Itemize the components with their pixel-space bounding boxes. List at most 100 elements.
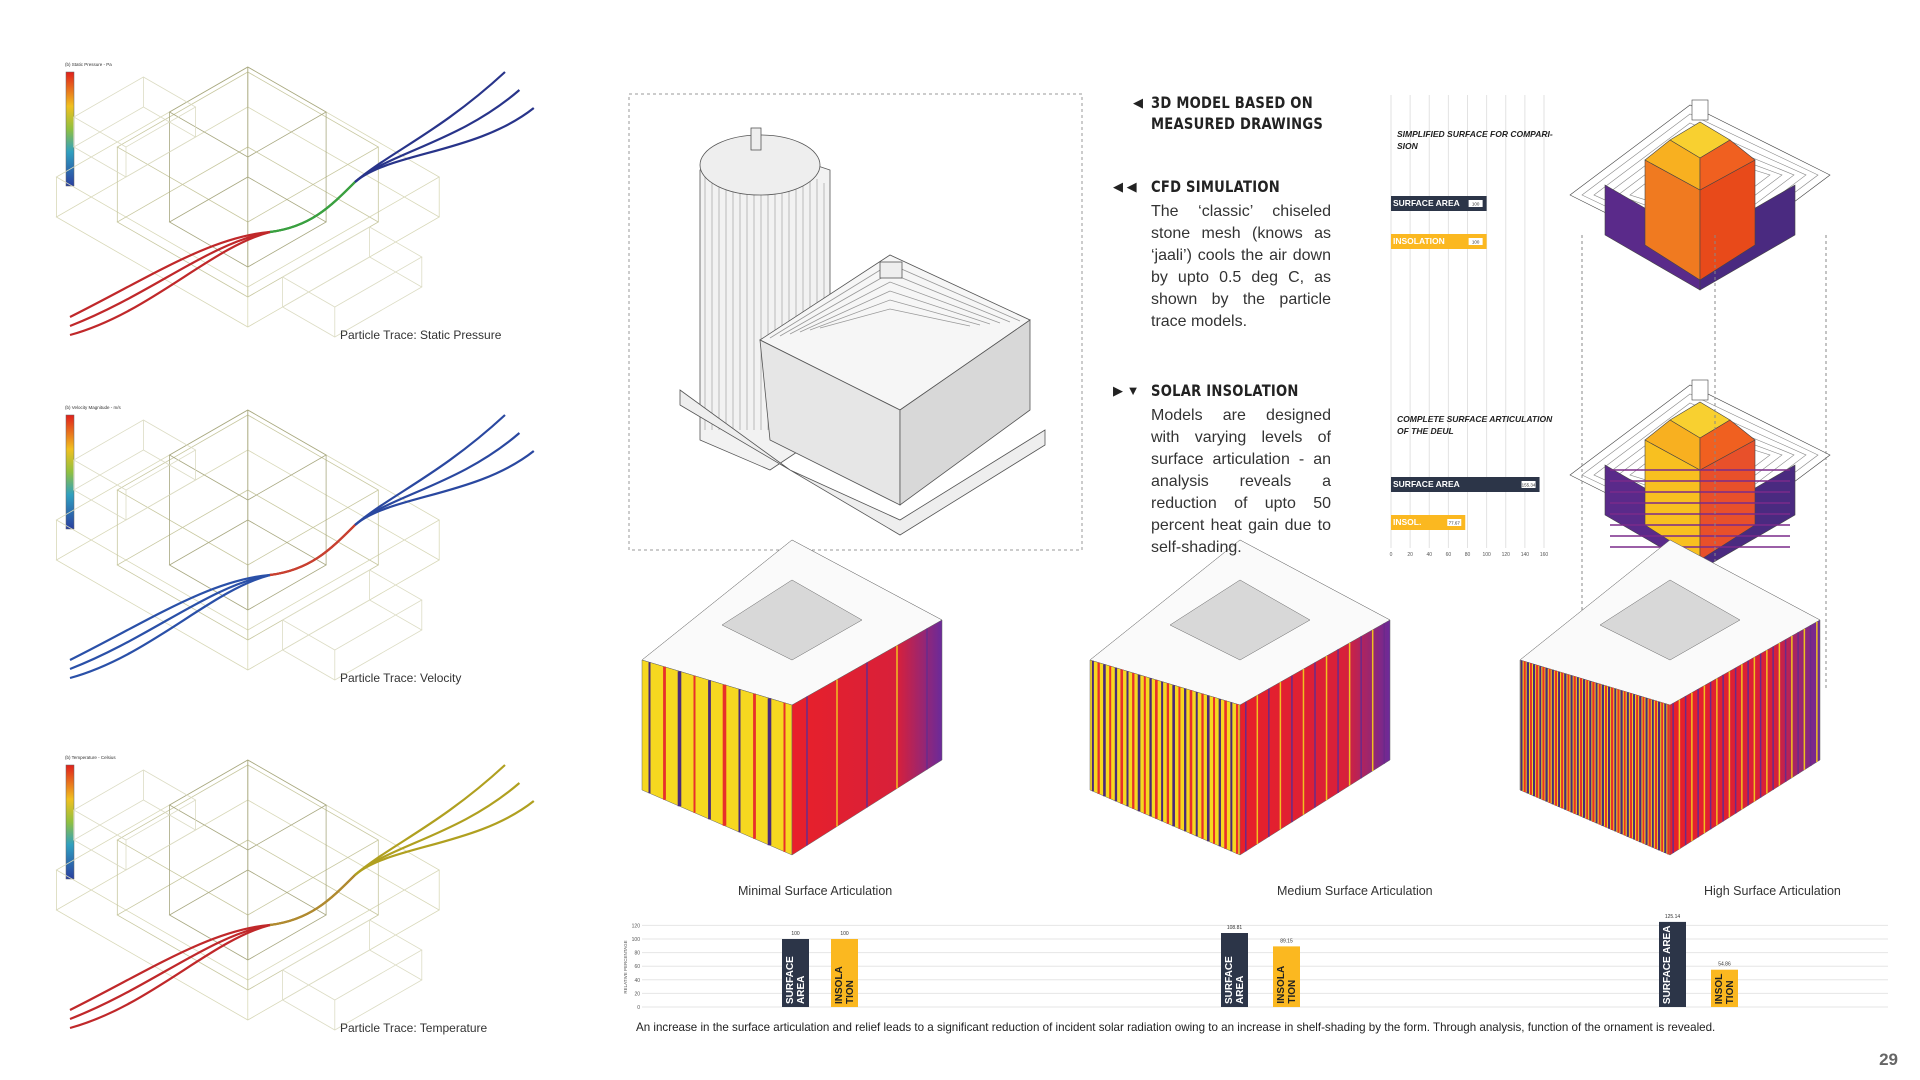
footer: An increase in the surface articulation … [636,1021,1716,1034]
value-label: 77.67 [1449,521,1461,526]
bar [1273,946,1300,1007]
articulation-model [641,539,943,856]
bar [1221,933,1248,1007]
value-label: 100 [1472,202,1480,207]
bar-label: INSOL. [1393,517,1421,527]
tick-label: 0 [637,1005,640,1011]
bar-label: SURFACE AREA [1393,479,1460,489]
bar-label: INSOLA TION [834,966,856,1004]
note-arrow: ◀ [1133,95,1143,110]
value-box [1468,238,1483,245]
value-label: 125.14 [1665,914,1681,920]
bar-label: SURFACE AREA [1224,956,1246,1004]
legend-title: (b) Static Pressure - Pa [65,62,112,67]
air-trace [354,71,506,183]
air-trace [269,181,356,234]
courtyard [721,579,863,661]
note-heading: 3D MODEL BASED ON MEASURED DRAWINGS [1151,93,1324,133]
roof-step [789,281,1001,335]
air-trace [354,107,535,183]
bar [782,939,809,1007]
bar [1391,234,1487,249]
finial [1691,379,1709,401]
roof-step [809,299,981,331]
air-trace [69,923,271,1021]
air-trace [69,573,271,680]
value-box [1447,519,1462,526]
tick-label: 80 [634,951,640,957]
shrine-slope-r [1699,419,1756,471]
air-trace [69,923,271,1030]
articulation-model [1089,539,1391,856]
air-trace [269,181,356,234]
value-label: 100 [840,931,849,937]
bar-label: INSOLATION [1393,236,1445,246]
air-trace [69,230,271,337]
air-trace [69,573,271,661]
note-body: The ‘classic’ chiseled stone mesh (knows… [1151,203,1331,330]
page-number: 29 [1879,1050,1898,1069]
roof-step [819,308,971,329]
tick-label: 20 [1407,552,1413,558]
bar-label: SURFACE AREA [1662,925,1673,1004]
temple-render [1569,99,1831,291]
air-trace [269,874,356,927]
bar [1711,969,1738,1007]
particle-trace: (b) Static Pressure - Pa [55,62,535,338]
model-caption: High Surface Articulation [1704,884,1841,898]
bar [1391,515,1466,530]
comparison-title: SIMPLIFIED SURFACE FOR COMPARI-SION [1397,129,1553,151]
value-label: 100 [1472,240,1480,245]
tick-label: 100 [632,937,641,943]
tick-label: 100 [1482,552,1491,558]
tick-label: 40 [1426,552,1432,558]
value-label: 100 [791,931,800,937]
particle-trace: (b) Velocity Magnitude - m/s [55,405,535,681]
particle-trace: (b) Temperature - Celsius [55,755,535,1031]
legend-title: (b) Velocity Magnitude - m/s [65,405,122,410]
tick-label: 60 [1446,552,1452,558]
courtyard [1599,579,1741,661]
air-trace [269,181,356,234]
tick-label: 120 [1502,552,1511,558]
courtyard [1169,579,1311,661]
air-trace [354,800,535,876]
temple-render [1569,379,1831,571]
tick-label: 140 [1521,552,1530,558]
bar [1391,196,1487,211]
tick-label: 20 [634,991,640,997]
bar-label: INSOLA TION [1276,966,1298,1004]
face-right [1669,619,1821,856]
trace-caption: Particle Trace: Static Pressure [340,328,502,342]
air-trace [69,923,271,1011]
tick-label: 120 [632,923,641,929]
bar [1659,921,1686,1007]
plinth [679,389,1046,536]
axis-label: RELATIVE PERCENTAGE [623,940,628,993]
trace-caption: Particle Trace: Velocity [340,671,462,685]
roof-step [799,290,991,333]
tick-label: 160 [1540,552,1549,558]
hall-right [899,319,1031,506]
air-trace [354,764,506,876]
model-caption: Medium Surface Articulation [1277,884,1433,898]
value-label: 54.86 [1718,962,1731,968]
temple-model [679,127,1046,536]
model-caption: Minimal Surface Articulation [738,884,893,898]
air-trace [269,524,356,577]
articulation-model [1519,539,1821,856]
tick-label: 60 [634,964,640,970]
shrine-slope-r [1699,139,1756,191]
comparison-title: COMPLETE SURFACE ARTICULATION OF THE DEU… [1397,414,1553,436]
value-label: 155.34 [1522,483,1536,488]
bar-label: INSOLA TION [1714,972,1736,1004]
legend-title: (b) Temperature - Celsius [65,755,116,760]
bar-label: SURFACE AREA [785,956,807,1004]
air-trace [269,524,356,577]
note-arrow: ▶ ▼ [1113,383,1140,398]
note-heading: SOLAR INSOLATION [1151,381,1299,400]
finial [750,127,762,151]
air-trace [69,573,271,671]
